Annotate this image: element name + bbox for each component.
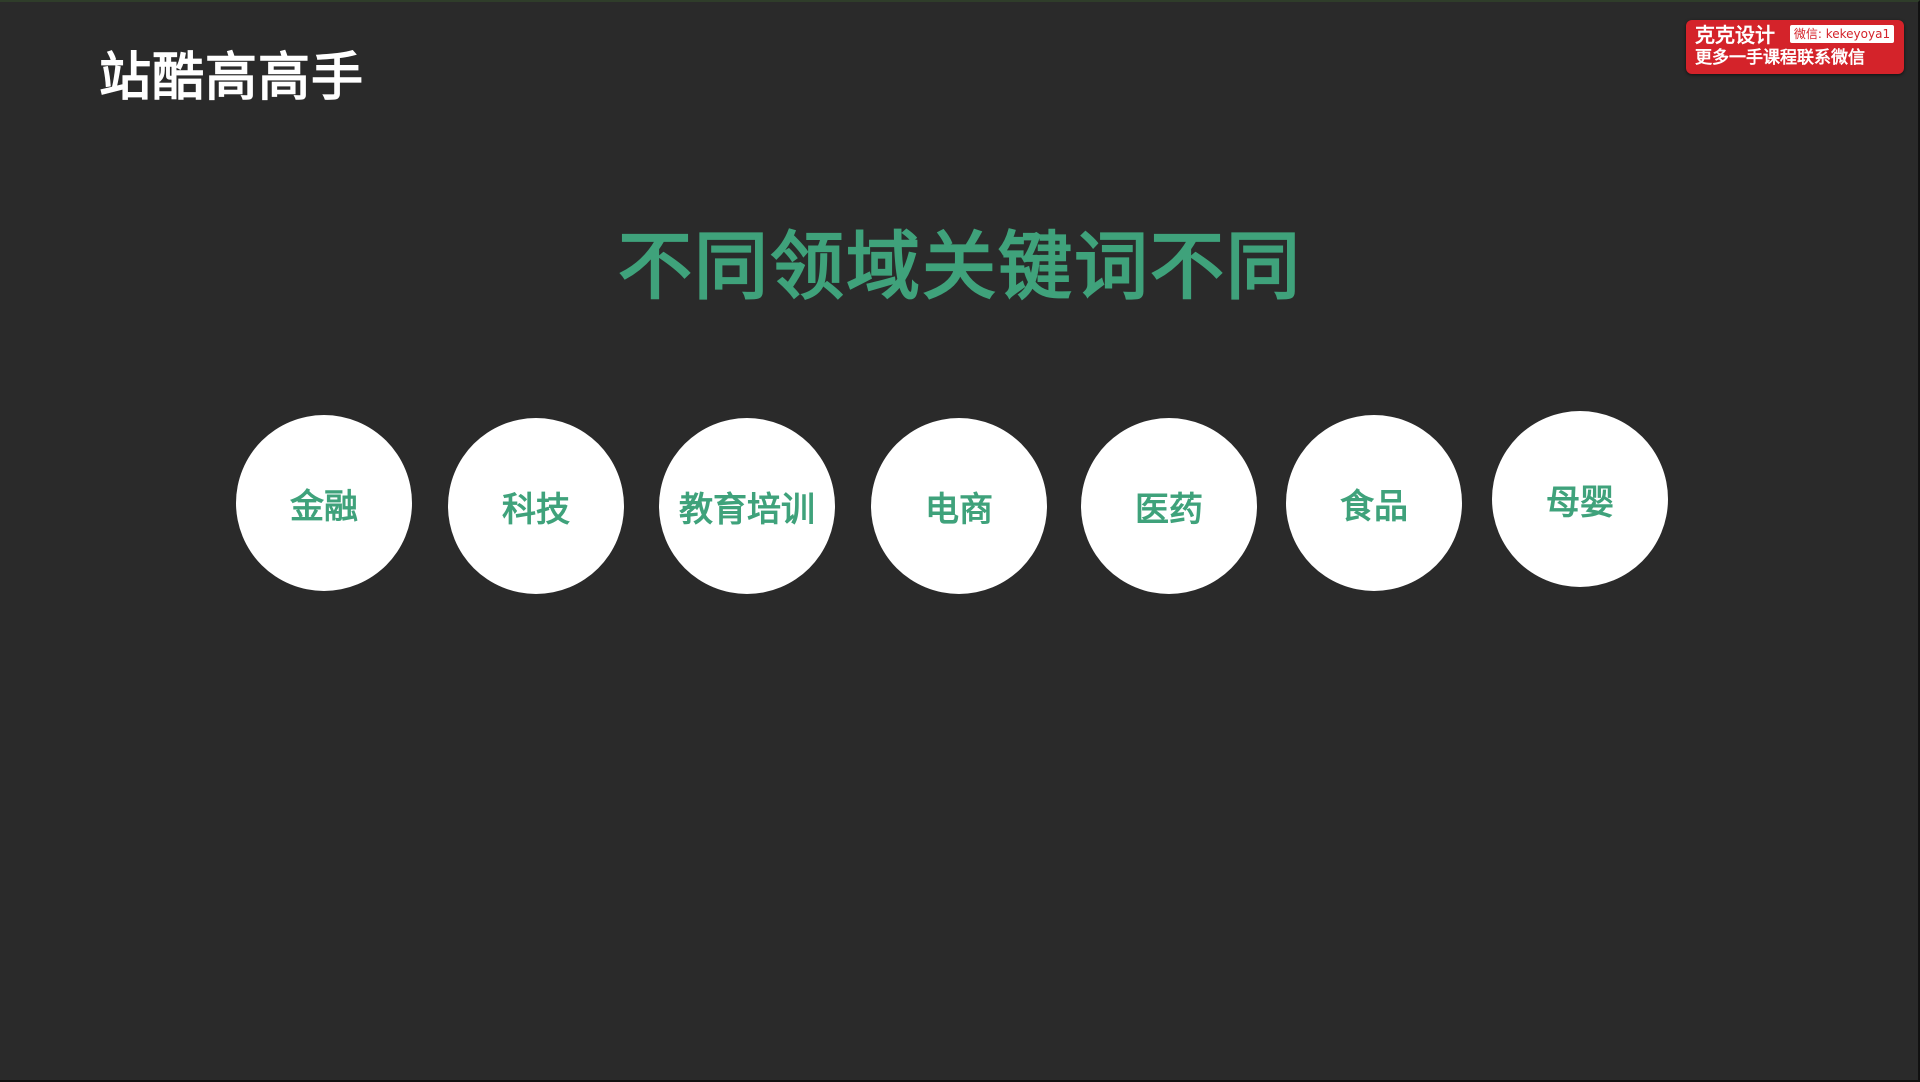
domain-label: 科技 xyxy=(502,489,570,530)
domain-label: 金融 xyxy=(290,486,358,527)
domain-label: 教育培训 xyxy=(679,489,815,530)
domain-label: 电商 xyxy=(925,489,993,530)
domain-circle-finance: 金融 xyxy=(236,415,412,591)
domain-label: 母婴 xyxy=(1546,482,1614,523)
domain-circle-technology: 科技 xyxy=(448,418,624,594)
domain-circle-maternal-infant: 母婴 xyxy=(1492,411,1668,587)
domain-circle-food: 食品 xyxy=(1286,415,1462,591)
watermark-subtitle: 更多一手课程联系微信 xyxy=(1695,48,1865,68)
domain-circle-ecommerce: 电商 xyxy=(871,418,1047,594)
watermark-badge: 克克设计 微信: kekeyoya1 更多一手课程联系微信 xyxy=(1686,20,1904,74)
brand-logo: 站酷高高手 xyxy=(99,48,365,108)
domain-label: 医药 xyxy=(1135,489,1203,530)
domain-circle-medicine: 医药 xyxy=(1081,418,1257,594)
watermark-title: 克克设计 xyxy=(1695,23,1775,47)
watermark-wechat-id: 微信: kekeyoya1 xyxy=(1790,25,1894,43)
domain-circle-education: 教育培训 xyxy=(659,418,835,594)
slide-headline: 不同领域关键词不同 xyxy=(618,224,1302,310)
domain-label: 食品 xyxy=(1340,486,1408,527)
